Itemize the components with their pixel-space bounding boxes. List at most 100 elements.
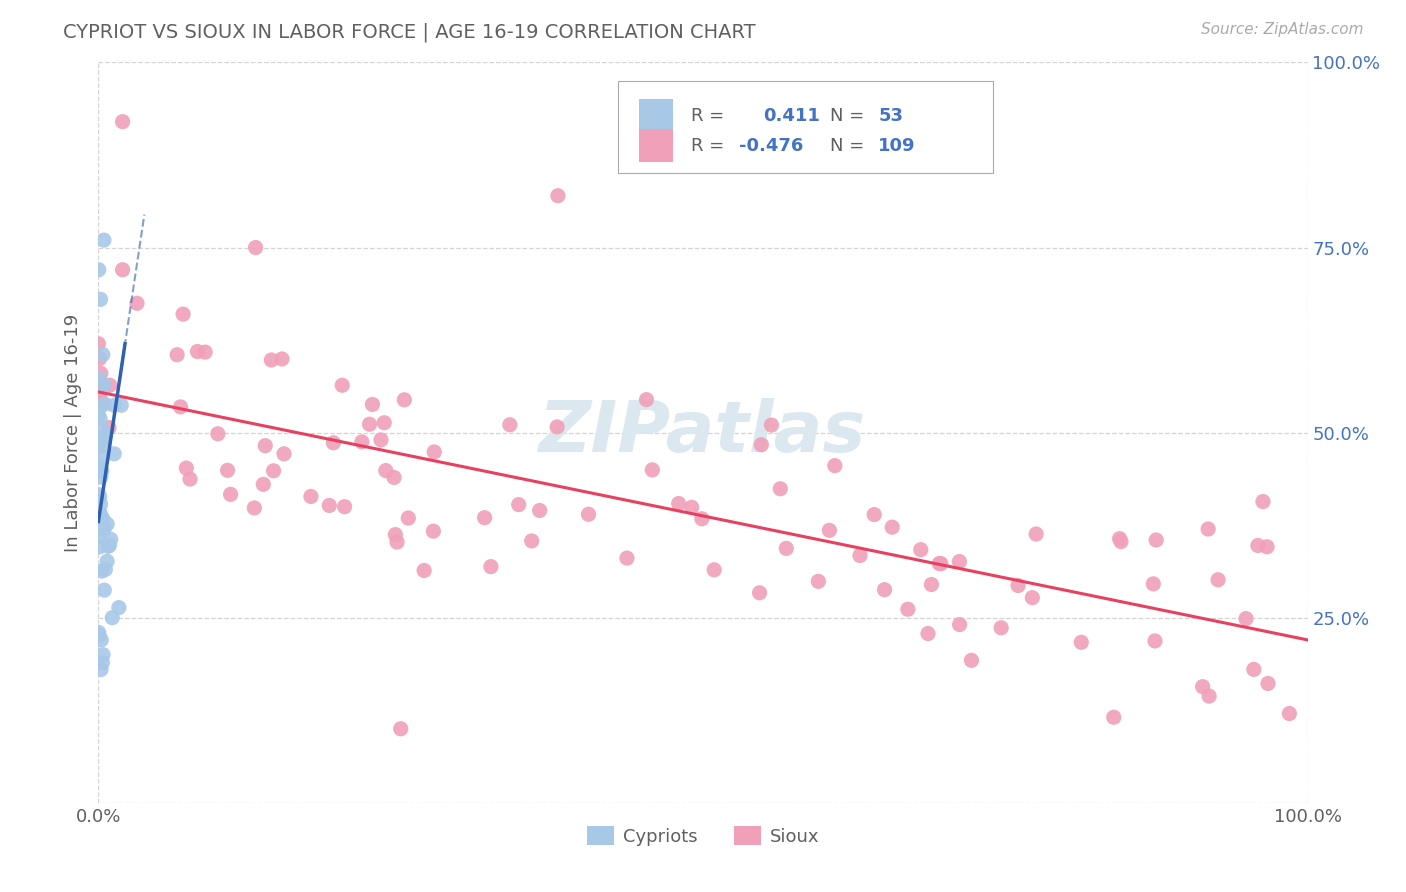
Point (103, 447, 125, 461)
Point (90, 377, 112, 392)
Point (546, 420, 568, 434)
Point (110, 398, 132, 412)
Point (520, 533, 543, 548)
Point (668, 497, 690, 511)
Point (330, 378, 353, 392)
Point (1108, 532, 1130, 546)
Point (260, 353, 283, 368)
Point (91, 511, 114, 525)
Text: Source: ZipAtlas.com: Source: ZipAtlas.com (1201, 22, 1364, 37)
Point (91, 422, 114, 436)
Bar (638, 129, 673, 162)
Point (499, 417, 522, 432)
Point (96, 517, 118, 532)
Point (928, 557, 950, 571)
Point (87, 262, 110, 277)
Point (90, 449, 112, 463)
Point (359, 417, 381, 432)
Text: N =: N = (830, 107, 865, 125)
Point (818, 524, 841, 538)
Point (91, 396, 114, 410)
Point (1021, 591, 1043, 605)
Point (91, 348, 114, 362)
Point (90, 464, 112, 478)
Point (87, 336, 110, 351)
Point (761, 418, 783, 433)
Point (271, 351, 294, 366)
Point (423, 445, 446, 459)
Point (176, 461, 198, 475)
Point (1243, 662, 1265, 676)
Point (87, 487, 110, 501)
Point (1198, 689, 1220, 703)
Point (690, 512, 713, 526)
Point (89, 508, 111, 523)
Point (1144, 533, 1167, 547)
Point (529, 503, 551, 517)
Point (1206, 573, 1229, 587)
Point (547, 188, 569, 202)
Point (87, 491, 110, 505)
Point (100, 533, 122, 547)
Point (93, 522, 115, 536)
Point (775, 541, 797, 556)
Point (90, 663, 112, 677)
Point (97, 539, 120, 553)
Point (89, 388, 111, 402)
Point (243, 500, 266, 515)
Point (90, 463, 112, 477)
Point (90, 497, 112, 511)
Point (90, 632, 112, 647)
Point (87, 383, 110, 397)
Point (413, 564, 436, 578)
Point (1025, 527, 1047, 541)
Point (186, 344, 208, 359)
Point (863, 508, 886, 522)
Point (769, 482, 792, 496)
Point (1257, 676, 1279, 690)
Point (1191, 680, 1213, 694)
Text: ZIPatlas: ZIPatlas (540, 398, 866, 467)
Point (1142, 577, 1164, 591)
Point (1197, 522, 1219, 536)
Point (90, 513, 112, 527)
Point (89, 506, 111, 520)
Point (681, 500, 703, 515)
Point (422, 524, 444, 538)
Point (990, 621, 1012, 635)
Point (873, 582, 896, 597)
Y-axis label: In Labor Force | Age 16-19: In Labor Force | Age 16-19 (65, 313, 83, 552)
Point (1234, 611, 1257, 625)
Point (897, 602, 920, 616)
Point (87, 374, 110, 388)
Point (960, 653, 983, 667)
Point (254, 439, 277, 453)
Point (169, 400, 191, 414)
Point (111, 262, 134, 277)
Point (91, 648, 114, 662)
Point (1247, 539, 1270, 553)
Point (252, 477, 274, 491)
Point (1070, 635, 1092, 649)
Point (93, 583, 115, 598)
Point (91, 656, 114, 670)
Point (89, 459, 111, 474)
Point (1256, 540, 1278, 554)
Point (94, 562, 117, 576)
Point (322, 435, 344, 450)
Point (166, 348, 188, 362)
Point (396, 511, 419, 525)
Point (578, 508, 600, 522)
Point (194, 345, 217, 359)
Point (824, 458, 846, 473)
Point (394, 392, 416, 407)
Point (385, 535, 408, 549)
Point (273, 447, 295, 461)
Text: 109: 109 (879, 136, 915, 154)
Point (350, 434, 373, 449)
Point (917, 626, 939, 640)
Point (1007, 578, 1029, 592)
Point (108, 600, 131, 615)
Point (101, 610, 124, 624)
Point (920, 577, 942, 591)
